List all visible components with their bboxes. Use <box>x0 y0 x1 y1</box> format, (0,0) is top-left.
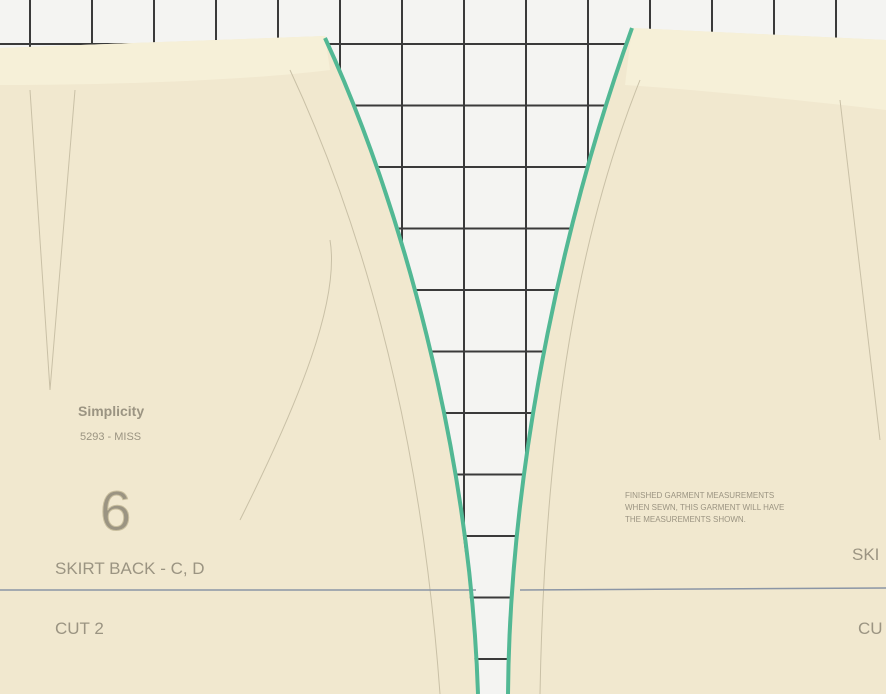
brand: Simplicity <box>78 403 144 419</box>
pattern-number: 5293 - MISS <box>80 431 141 443</box>
piece-number: 6 <box>100 479 131 542</box>
piece-name: SKIRT BACK - C, D <box>55 559 205 578</box>
note-line: THE MEASUREMENTS SHOWN. <box>625 515 746 524</box>
piece-name: SKI <box>852 545 879 564</box>
note-line: WHEN SEWN, THIS GARMENT WILL HAVE <box>625 503 784 512</box>
cut-count: CU <box>858 619 883 638</box>
photo: Simplicity 5293 - MISS 6 SKIRT BACK - C,… <box>0 0 886 694</box>
cut-count: CUT 2 <box>55 619 104 638</box>
note-title: FINISHED GARMENT MEASUREMENTS <box>625 491 774 500</box>
